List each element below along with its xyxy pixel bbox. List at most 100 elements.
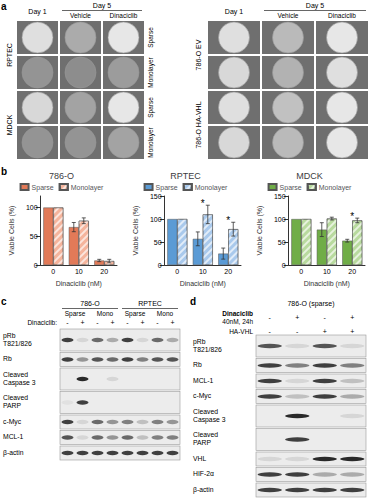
svg-text:0: 0: [175, 268, 179, 275]
svg-text:Dinaciclib: Dinaciclib: [110, 12, 138, 19]
svg-text:c: c: [1, 296, 7, 307]
svg-text:Vehicle: Vehicle: [278, 12, 299, 19]
svg-text:-: -: [324, 314, 327, 321]
svg-text:20: 20: [100, 268, 108, 275]
svg-text:Monolayer: Monolayer: [71, 184, 104, 192]
svg-text:786-O HA-VHL: 786-O HA-VHL: [195, 101, 202, 148]
svg-text:Caspase 3: Caspase 3: [3, 379, 36, 387]
svg-text:Caspase 3: Caspase 3: [193, 416, 226, 424]
svg-text:T821/826: T821/826: [3, 340, 32, 347]
svg-text:10: 10: [75, 268, 83, 275]
svg-text:c-Myc: c-Myc: [3, 418, 22, 426]
svg-text:pRb: pRb: [193, 338, 206, 346]
svg-text:Dinaciclib (nM): Dinaciclib (nM): [56, 280, 102, 288]
svg-text:-: -: [269, 328, 272, 335]
svg-text:Monolayer: Monolayer: [147, 56, 155, 87]
svg-text:-: -: [296, 328, 299, 335]
svg-text:0: 0: [282, 262, 286, 269]
svg-text:0: 0: [299, 268, 303, 275]
svg-text:-: -: [126, 319, 129, 326]
svg-text:β-actin: β-actin: [3, 449, 24, 457]
svg-text:20: 20: [348, 268, 356, 275]
svg-text:10: 10: [323, 268, 331, 275]
svg-text:100: 100: [150, 216, 162, 223]
svg-text:VHL: VHL: [193, 455, 206, 462]
svg-text:*: *: [350, 211, 354, 222]
svg-text:786-O: 786-O: [49, 171, 74, 181]
svg-text:MCL-1: MCL-1: [193, 377, 214, 384]
svg-text:786-O EV: 786-O EV: [195, 39, 202, 70]
svg-text:+: +: [170, 319, 174, 326]
svg-text:*: *: [201, 198, 205, 209]
svg-text:Dinaciclib (nM): Dinaciclib (nM): [180, 280, 226, 288]
svg-text:MCL-1: MCL-1: [3, 433, 24, 440]
svg-text:50: 50: [154, 239, 162, 246]
svg-text:β-actin: β-actin: [193, 486, 214, 494]
svg-text:+: +: [295, 314, 299, 321]
svg-text:Monolayer: Monolayer: [195, 184, 228, 192]
svg-text:PARP: PARP: [3, 402, 21, 409]
svg-text:c-Myc: c-Myc: [193, 392, 212, 400]
svg-text:786-O: 786-O: [80, 300, 100, 307]
svg-text:Day 5: Day 5: [306, 2, 324, 10]
svg-text:786-O (sparse): 786-O (sparse): [287, 300, 334, 308]
svg-text:0: 0: [34, 262, 38, 269]
svg-text:Sparse: Sparse: [156, 184, 178, 192]
svg-text:Dinaciclib (nM): Dinaciclib (nM): [304, 280, 350, 288]
svg-text:+: +: [323, 328, 327, 335]
svg-text:*: *: [226, 215, 230, 226]
svg-text:MDCK: MDCK: [6, 114, 13, 135]
svg-text:20: 20: [224, 268, 232, 275]
svg-text:RPTEC: RPTEC: [138, 300, 162, 307]
svg-text:Sparse: Sparse: [32, 184, 54, 192]
svg-text:Dinaciclib: Dinaciclib: [222, 310, 253, 317]
svg-text:Viable Cells (%): Viable Cells (%): [132, 206, 140, 256]
svg-text:40nM, 24h: 40nM, 24h: [222, 318, 253, 325]
svg-text:100: 100: [26, 204, 38, 211]
svg-text:HIF-2α: HIF-2α: [193, 470, 214, 477]
svg-text:100: 100: [274, 216, 286, 223]
svg-text:Cleaved: Cleaved: [193, 431, 218, 438]
svg-text:0: 0: [51, 268, 55, 275]
svg-text:150: 150: [150, 193, 162, 200]
svg-text:RPTEC: RPTEC: [6, 43, 13, 67]
svg-text:-: -: [269, 314, 272, 321]
svg-text:Monolayer: Monolayer: [319, 184, 352, 192]
svg-text:+: +: [80, 319, 84, 326]
svg-text:Cleaved: Cleaved: [3, 371, 28, 378]
svg-text:+: +: [350, 314, 354, 321]
svg-text:Day 1: Day 1: [28, 8, 46, 16]
svg-text:Day 1: Day 1: [225, 8, 243, 16]
svg-text:150: 150: [274, 193, 286, 200]
svg-text:HA-VHL: HA-VHL: [229, 328, 253, 335]
svg-text:Mono: Mono: [157, 310, 174, 317]
svg-text:b: b: [1, 166, 7, 177]
svg-text:0: 0: [158, 262, 162, 269]
svg-text:Sparse: Sparse: [65, 310, 86, 318]
svg-text:Cleaved: Cleaved: [193, 408, 218, 415]
svg-text:Rb: Rb: [193, 361, 202, 368]
svg-text:Sparse: Sparse: [280, 184, 302, 192]
svg-text:Dinaciclib: Dinaciclib: [328, 12, 356, 19]
svg-text:10: 10: [199, 268, 207, 275]
svg-text:T821/826: T821/826: [193, 346, 222, 353]
svg-text:RPTEC: RPTEC: [170, 171, 201, 181]
svg-text:Sparse: Sparse: [147, 97, 155, 118]
svg-text:Sparse: Sparse: [125, 310, 146, 318]
svg-text:Rb: Rb: [3, 355, 12, 362]
svg-text:Viable Cells (%): Viable Cells (%): [256, 206, 264, 256]
svg-text:+: +: [350, 328, 354, 335]
svg-text:MDCK: MDCK: [296, 171, 323, 181]
svg-text:pRb: pRb: [3, 332, 16, 340]
svg-text:-: -: [66, 319, 69, 326]
svg-text:50: 50: [30, 233, 38, 240]
svg-text:Mono: Mono: [97, 310, 114, 317]
svg-text:Cleaved: Cleaved: [3, 394, 28, 401]
svg-text:Day 5: Day 5: [93, 2, 111, 10]
svg-text:Vehicle: Vehicle: [70, 12, 91, 19]
svg-text:+: +: [110, 319, 114, 326]
svg-text:50: 50: [278, 239, 286, 246]
svg-text:+: +: [140, 319, 144, 326]
svg-text:Viable Cells (%): Viable Cells (%): [8, 206, 16, 256]
svg-text:a: a: [1, 1, 7, 12]
